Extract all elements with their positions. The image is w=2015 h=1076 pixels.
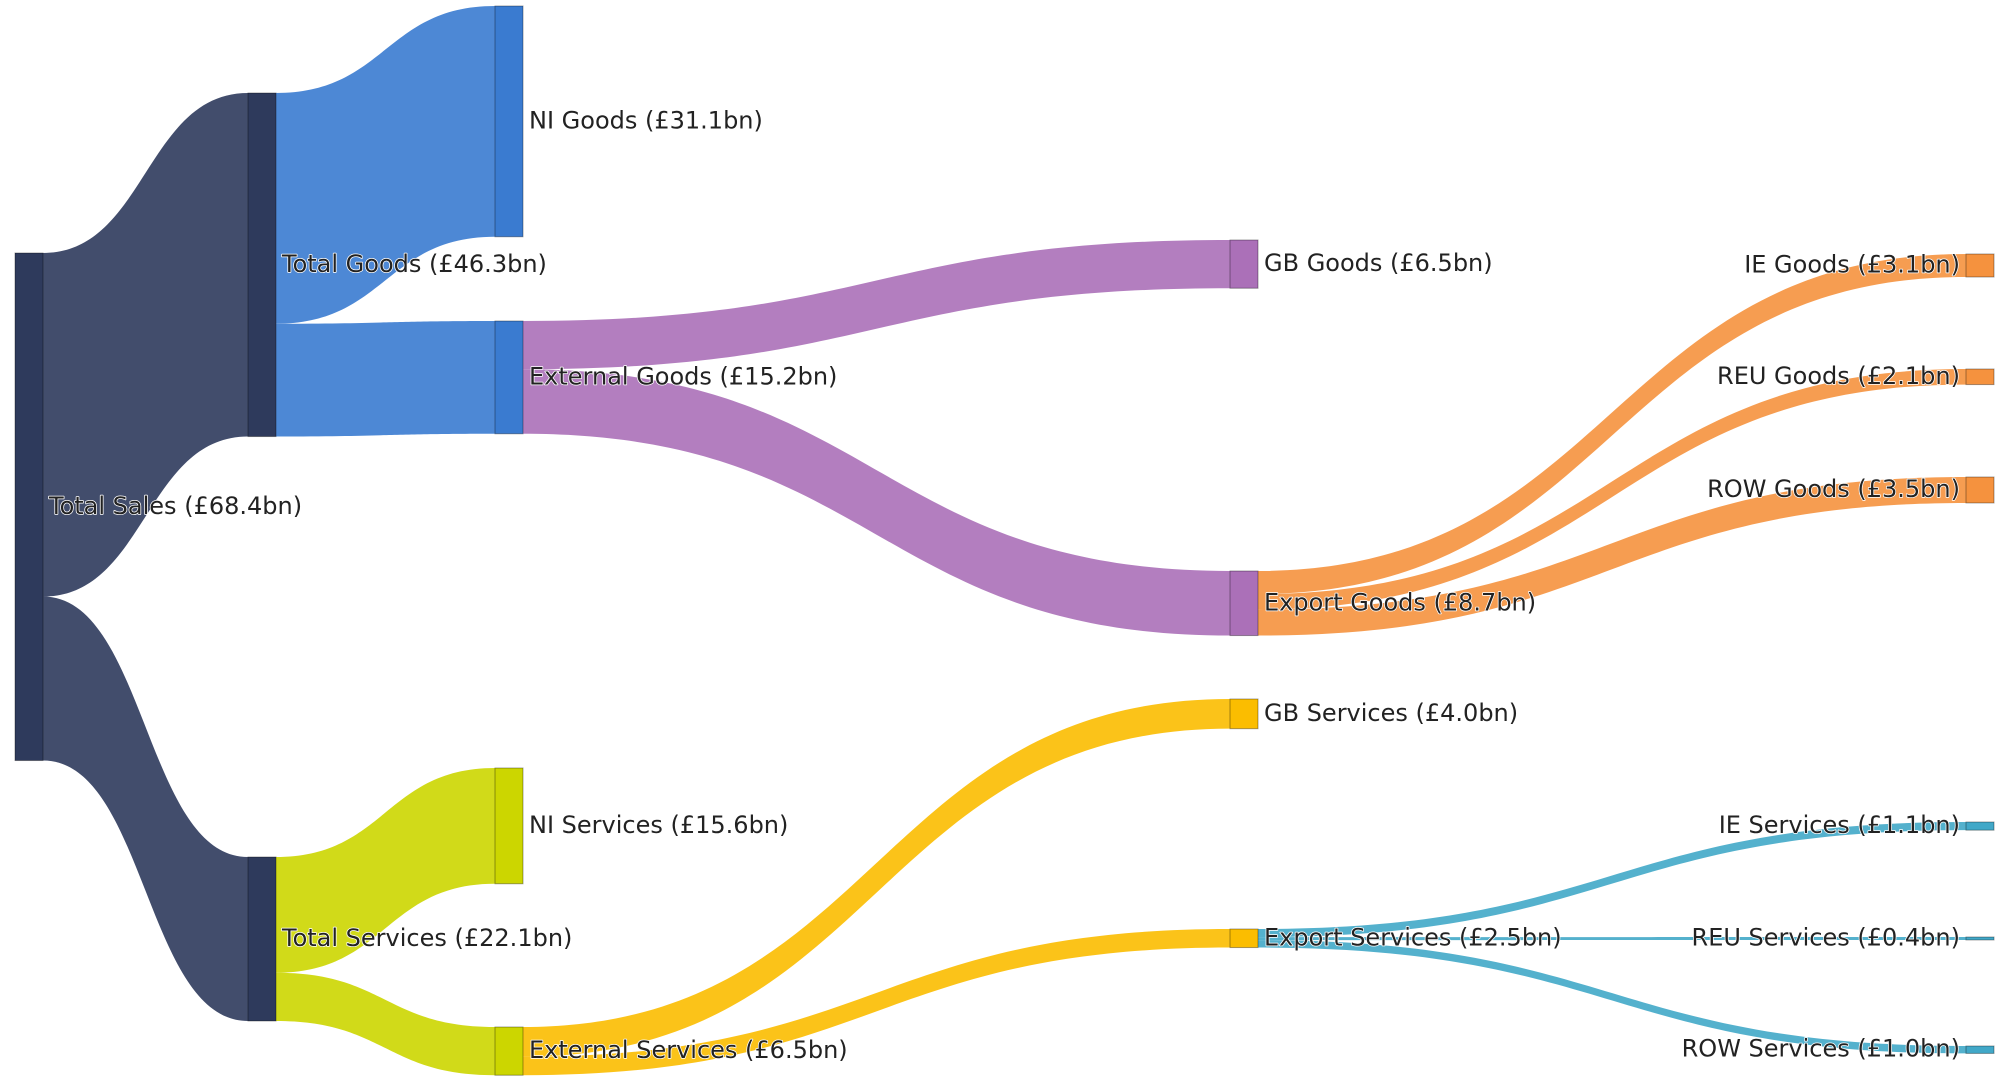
node-label: Export Goods (£8.7bn) (1264, 588, 1536, 616)
node (494, 767, 524, 885)
link (1258, 937, 1966, 941)
node-label: Total Sales (£68.4bn) (48, 492, 302, 520)
node-label: GB Services (£4.0bn) (1264, 699, 1518, 727)
node (1965, 368, 1995, 386)
node (14, 252, 44, 762)
node (1965, 476, 1995, 504)
link (1258, 477, 1966, 636)
node (1965, 253, 1995, 278)
node-label: External Goods (£15.2bn) (529, 362, 837, 390)
node (1965, 1045, 1995, 1054)
link (523, 240, 1230, 370)
link (1258, 822, 1966, 938)
link (1258, 369, 1966, 610)
node (494, 320, 524, 435)
link (523, 929, 1230, 1076)
link (43, 93, 248, 597)
link (43, 596, 248, 1021)
node-label: NI Services (£15.6bn) (529, 811, 788, 839)
node-label: External Services (£6.5bn) (529, 1036, 848, 1064)
node (1229, 570, 1259, 637)
node (247, 856, 277, 1022)
link (276, 6, 495, 324)
node-label: NI Goods (£31.1bn) (529, 106, 763, 134)
node-label: GB Goods (£6.5bn) (1264, 249, 1493, 277)
node (1229, 698, 1259, 730)
link (1258, 940, 1966, 1054)
node-label: Export Services (£2.5bn) (1264, 923, 1562, 951)
node-label: Total Goods (£46.3bn) (281, 250, 547, 278)
link (523, 369, 1230, 636)
node-label: ROW Goods (£3.5bn) (1707, 475, 1960, 503)
node-label: ROW Services (£1.0bn) (1682, 1035, 1960, 1063)
link (276, 768, 495, 973)
link (523, 699, 1230, 1057)
node (494, 1026, 524, 1076)
node-label: IE Services (£1.1bn) (1719, 811, 1960, 839)
node-label: IE Goods (£3.1bn) (1744, 251, 1960, 279)
node (247, 92, 277, 438)
node (1229, 239, 1259, 289)
node-label: Total Services (£22.1bn) (281, 924, 572, 952)
node-label: REU Services (£0.4bn) (1692, 923, 1960, 951)
node (1229, 928, 1259, 949)
node-label: REU Goods (£2.1bn) (1717, 362, 1960, 390)
node (1965, 821, 1995, 831)
link (276, 321, 495, 437)
node (494, 5, 524, 238)
node (1965, 936, 1995, 941)
link (1258, 254, 1966, 595)
links (43, 6, 1966, 1076)
link (276, 972, 495, 1076)
